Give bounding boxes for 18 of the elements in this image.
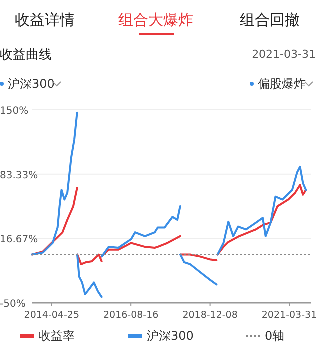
y-tick-label: 16.67% [0,234,38,246]
y-tick-label: 83.33% [0,170,38,182]
chart-title: 收益曲线 [0,48,52,63]
y-tick-label: 150% [0,106,29,117]
legend-label: 收益率 [39,329,75,343]
x-tick-label: 2021-03-31 [262,310,318,321]
text: 沪深300 [8,77,55,91]
y-tick-label: -50% [0,299,26,310]
text: 组合回撤 [240,11,300,29]
legend-label: 0轴 [265,329,285,343]
text: 2021-03-31 [252,48,316,61]
text: 组合大爆炸 [118,11,194,29]
text: 偏股爆炸 [258,77,306,91]
legend-label: 沪深300 [147,329,194,343]
x-tick-label: 2018-12-08 [182,310,238,321]
text: 收益详情 [15,11,75,29]
x-tick-label: 2016-08-16 [103,310,159,321]
x-tick-label: 2014-04-25 [24,310,80,321]
